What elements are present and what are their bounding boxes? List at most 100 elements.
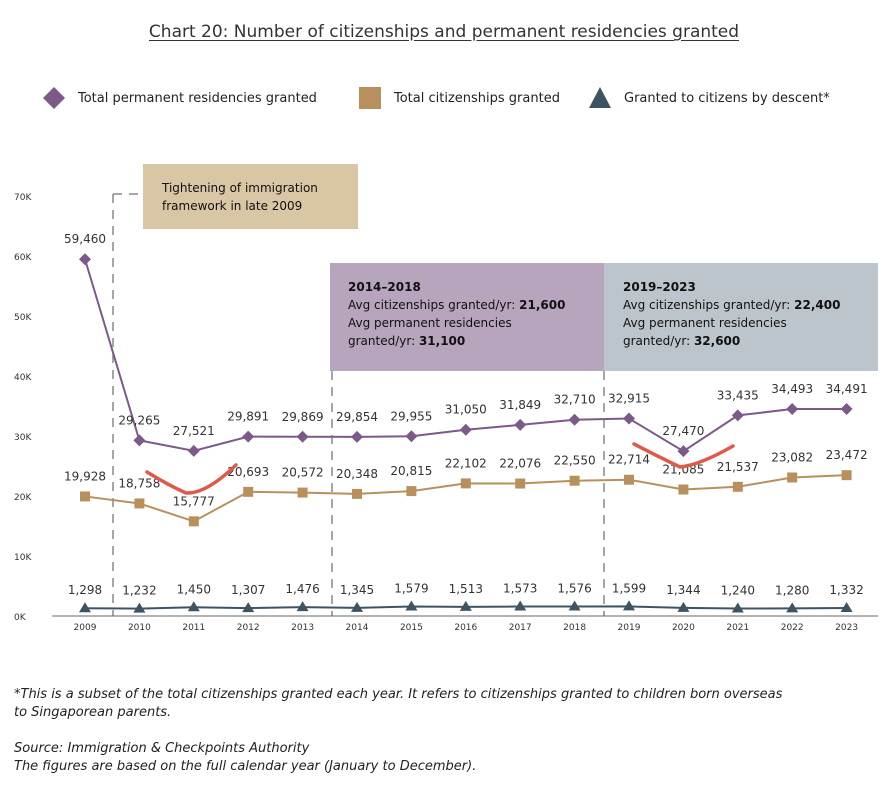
x-tick-label: 2022 <box>781 623 804 633</box>
data-label: 21,085 <box>662 462 704 476</box>
data-label: 15,777 <box>173 494 215 508</box>
data-label: 20,693 <box>227 465 269 479</box>
line-chart: 0K 10K 20K 30K 40K 50K 60K 70K 2009 2010 2011 2012 2… <box>14 164 878 633</box>
data-label: 1,513 <box>449 582 483 596</box>
descent-point <box>133 602 146 613</box>
legend-item-citizenships: Total citizenships granted <box>358 86 560 110</box>
pr-point <box>786 403 799 416</box>
citizenship-point <box>841 470 852 481</box>
x-tick-label: 2023 <box>835 623 858 633</box>
descent-point <box>840 602 853 613</box>
citizenship-point <box>352 488 362 499</box>
x-tick-label: 2019 <box>618 623 641 633</box>
data-label: 34,493 <box>771 382 813 396</box>
x-tick-label: 2009 <box>74 623 97 633</box>
pr-point <box>459 423 472 436</box>
data-label: 1,298 <box>68 583 102 597</box>
diamond-marker-icon <box>43 87 65 109</box>
legend-item-pr: Total permanent residencies granted <box>42 86 317 110</box>
pr-point <box>79 253 91 266</box>
data-label: 1,345 <box>340 583 374 597</box>
period-2-heading: 2019–2023 <box>623 280 696 294</box>
dip-highlight-2011 <box>145 463 238 495</box>
y-tick-label: 20K <box>14 493 32 503</box>
data-label: 29,265 <box>118 413 160 427</box>
data-label: 31,050 <box>445 403 487 417</box>
data-label: 33,435 <box>717 388 759 402</box>
data-label: 19,928 <box>64 469 106 483</box>
descent-point <box>568 600 581 611</box>
pr-point <box>187 444 200 457</box>
citizenship-point <box>569 475 580 486</box>
legend: Total permanent residencies granted Tota… <box>0 86 888 112</box>
citizenship-point <box>243 486 254 497</box>
y-tick-label: 30K <box>14 433 32 443</box>
data-label: 32,710 <box>554 393 596 407</box>
data-label: 29,869 <box>282 410 324 424</box>
data-label: 1,579 <box>394 582 428 596</box>
x-tick-label: 2013 <box>291 623 314 633</box>
period-2014-2018-box <box>330 263 604 371</box>
pr-point <box>731 409 744 422</box>
data-label: 22,102 <box>445 456 487 470</box>
legend-item-descent: Granted to citizens by descent* <box>588 86 830 110</box>
descent-point <box>351 601 363 612</box>
pr-point <box>514 418 527 431</box>
descent-point <box>623 600 635 611</box>
pr-point <box>133 434 146 447</box>
legend-label-descent: Granted to citizens by descent* <box>624 90 830 106</box>
data-label: 21,537 <box>717 460 759 474</box>
triangle-marker-icon <box>589 87 611 108</box>
data-label: 1,280 <box>775 583 809 597</box>
x-tick-label: 2020 <box>672 623 695 633</box>
data-label: 20,348 <box>336 467 378 481</box>
x-tick-label: 2015 <box>400 623 423 633</box>
footnote-line-2: to Singaporean parents. <box>14 705 172 720</box>
x-tick-label: 2021 <box>726 623 749 633</box>
data-label: 1,599 <box>612 581 646 595</box>
descent-point <box>786 602 799 613</box>
citizenship-point <box>460 478 471 489</box>
x-tick-label: 2016 <box>454 623 477 633</box>
citizenship-point <box>80 491 90 502</box>
descent-point <box>731 602 744 613</box>
data-label: 1,450 <box>177 582 211 596</box>
citizenship-point <box>188 516 199 527</box>
source-line-1: Source: Immigration & Checkpoints Author… <box>14 741 310 756</box>
descent-point <box>79 602 91 613</box>
data-label: 1,573 <box>503 582 537 596</box>
data-label: 1,240 <box>721 584 755 598</box>
tightening-text-line-2: framework in late 2009 <box>162 199 302 213</box>
data-label: 29,891 <box>227 410 269 424</box>
citizenship-point <box>787 472 798 483</box>
legend-label-citizenships: Total citizenships granted <box>394 90 560 106</box>
square-marker-icon <box>359 87 381 109</box>
data-label: 1,576 <box>557 582 591 596</box>
data-label: 23,082 <box>771 451 813 465</box>
citizenship-point <box>515 478 526 489</box>
dip-highlight-2020 <box>632 442 735 469</box>
x-tick-label: 2012 <box>237 623 260 633</box>
y-tick-label: 40K <box>14 373 32 383</box>
data-label: 22,076 <box>499 457 541 471</box>
pr-point <box>296 430 309 443</box>
data-label: 18,758 <box>118 476 160 490</box>
descent-point <box>242 602 255 613</box>
data-label: 32,915 <box>608 392 650 406</box>
y-tick-label: 60K <box>14 253 32 263</box>
y-tick-label: 50K <box>14 313 32 323</box>
footnote-line-1: *This is a subset of the total citizensh… <box>14 687 783 702</box>
data-label: 1,344 <box>666 583 700 597</box>
y-tick-label: 0K <box>14 613 27 623</box>
pr-point <box>568 413 581 426</box>
pr-point <box>351 430 363 443</box>
data-label: 20,815 <box>390 464 432 478</box>
citizenship-point <box>624 474 634 485</box>
descent-point <box>405 600 418 611</box>
data-label: 23,472 <box>826 448 868 462</box>
data-label: 22,714 <box>608 453 650 467</box>
period-2-avg-pr-line: Avg permanent residencies <box>623 316 787 330</box>
period-1-avg-pr-value: granted/yr: 31,100 <box>348 334 465 348</box>
data-label: 29,854 <box>336 410 378 424</box>
x-tick-label: 2018 <box>563 623 586 633</box>
